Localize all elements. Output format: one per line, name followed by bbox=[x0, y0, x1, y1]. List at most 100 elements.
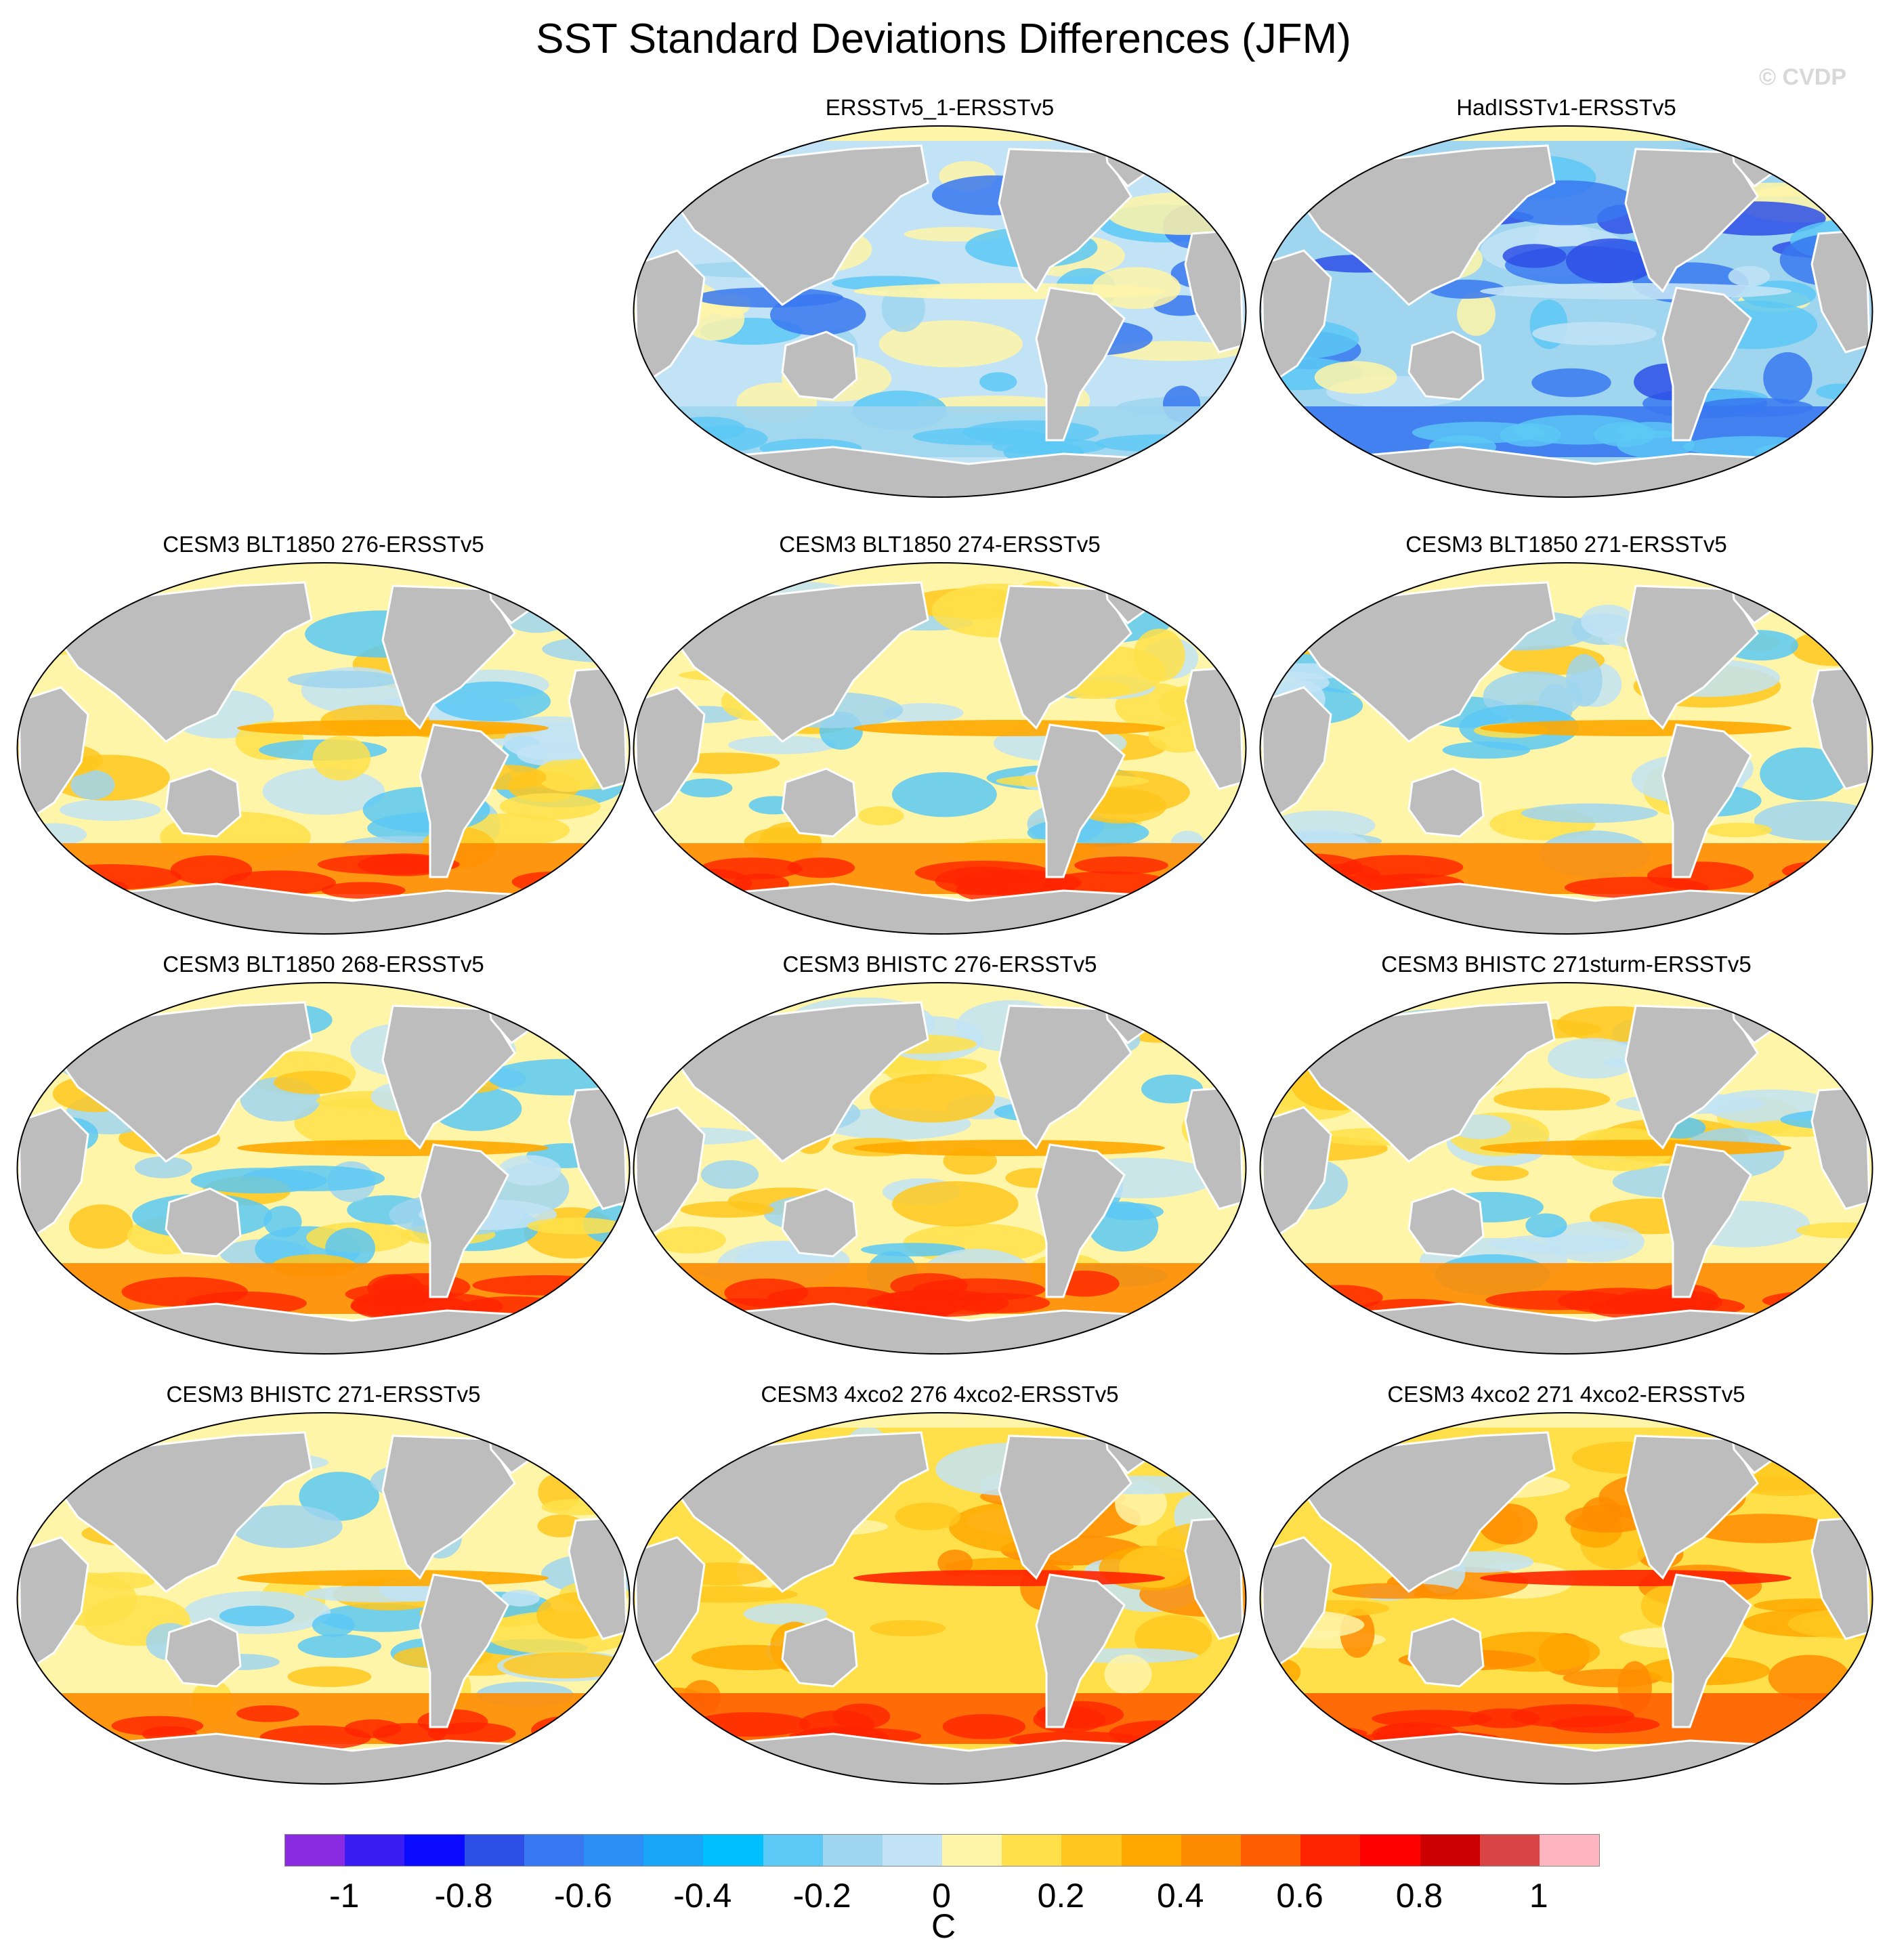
sst-anomaly-patch bbox=[1169, 163, 1235, 195]
sst-anomaly-patch bbox=[1796, 1008, 1858, 1057]
map-border bbox=[633, 562, 1247, 935]
equatorial-band bbox=[853, 1570, 1165, 1586]
sst-anomaly-patch bbox=[1565, 238, 1657, 284]
land-mass bbox=[381, 1004, 516, 1150]
arctic-region bbox=[17, 983, 630, 998]
land-mass bbox=[669, 581, 929, 743]
sst-anomaly-patch bbox=[1457, 292, 1496, 336]
colorbar-tick-label: 0 bbox=[932, 1877, 951, 1915]
equatorial-band bbox=[237, 1140, 549, 1156]
colorbar-tick-label: 1 bbox=[1529, 1877, 1548, 1915]
panel-title: CESM3 BHISTC 271sturm-ERSSTv5 bbox=[1381, 952, 1752, 977]
sst-anomaly-patch bbox=[231, 1505, 343, 1548]
sst-anomaly-patch bbox=[1728, 265, 1771, 287]
sst-anomaly-patch bbox=[727, 736, 836, 754]
land-mass bbox=[1407, 331, 1485, 401]
sst-anomaly-patch bbox=[472, 1275, 617, 1296]
colorbar-swatch bbox=[404, 1835, 465, 1866]
land-mass bbox=[419, 723, 509, 878]
colorbar-swatch bbox=[524, 1835, 584, 1866]
equatorial-band bbox=[1480, 283, 1791, 299]
arctic-region bbox=[1260, 983, 1873, 998]
sst-anomaly-patch bbox=[700, 1159, 759, 1189]
colorbar-swatch bbox=[1061, 1835, 1122, 1866]
arctic-region bbox=[17, 1413, 630, 1428]
colorbar-swatch bbox=[763, 1835, 823, 1866]
sst-anomaly-patch bbox=[525, 1732, 630, 1749]
sst-anomaly-patch bbox=[1806, 1455, 1873, 1478]
sst-anomaly-patch bbox=[499, 793, 601, 820]
sst-anomaly-patch bbox=[70, 770, 115, 800]
sst-anomaly-patch bbox=[262, 767, 385, 815]
panel-title: CESM3 4xco2 276 4xco2-ERSSTv5 bbox=[761, 1382, 1119, 1407]
land-mass bbox=[1661, 723, 1752, 878]
sst-anomaly-patch bbox=[1141, 1074, 1204, 1104]
sst-anomaly-patch bbox=[979, 372, 1017, 392]
sst-anomaly-patch bbox=[1760, 747, 1850, 801]
sst-anomaly-patch bbox=[891, 772, 997, 817]
map-border bbox=[633, 1412, 1247, 1785]
colorbar-swatch bbox=[1479, 1835, 1540, 1866]
sst-anomaly-patch bbox=[263, 1206, 302, 1238]
sst-anomaly-patch bbox=[498, 1155, 561, 1186]
map-border bbox=[16, 1412, 631, 1785]
sst-anomaly-patch bbox=[86, 1572, 156, 1590]
panel-title: CESM3 BLT1850 274-ERSSTv5 bbox=[779, 532, 1101, 557]
colorbar-swatch bbox=[464, 1835, 524, 1866]
map-panel: CESM3 BLT1850 271-ERSSTv5 bbox=[1256, 532, 1876, 938]
map-border bbox=[633, 125, 1247, 498]
sst-anomaly-patch bbox=[1705, 822, 1772, 838]
sst-anomaly-patch bbox=[1489, 1234, 1631, 1254]
sst-anomaly-patch bbox=[312, 1613, 355, 1637]
panel-title: ERSSTv5_1-ERSSTv5 bbox=[825, 95, 1055, 120]
sst-map bbox=[633, 562, 1247, 935]
arctic-region bbox=[17, 563, 630, 578]
land-mass bbox=[669, 144, 929, 306]
map-panel: CESM3 BHISTC 271sturm-ERSSTv5 bbox=[1256, 952, 1876, 1358]
sst-anomaly-patch bbox=[274, 1071, 352, 1094]
equatorial-band bbox=[237, 720, 549, 736]
land-mass bbox=[165, 1617, 242, 1688]
land-mass bbox=[1661, 1143, 1752, 1298]
sst-anomaly-patch bbox=[1565, 1504, 1653, 1533]
sst-anomaly-patch bbox=[883, 703, 964, 723]
land-mass bbox=[1295, 144, 1556, 306]
land-mass bbox=[1295, 1431, 1556, 1593]
land-mass bbox=[781, 1617, 858, 1688]
map-panel: ERSSTv5_1-ERSSTv5 bbox=[630, 95, 1250, 501]
map-border bbox=[1259, 1412, 1873, 1785]
sst-anomaly-patch bbox=[59, 798, 161, 821]
map-border bbox=[1259, 562, 1873, 935]
map-panel: CESM3 BLT1850 274-ERSSTv5 bbox=[630, 532, 1250, 938]
sst-anomaly-patch bbox=[531, 1716, 606, 1745]
colorbar-swatch bbox=[1241, 1835, 1301, 1866]
sst-anomaly-patch bbox=[679, 778, 733, 798]
sst-anomaly-patch bbox=[1565, 654, 1603, 707]
colorbar-swatch bbox=[703, 1835, 763, 1866]
sst-anomaly-patch bbox=[690, 1712, 811, 1737]
sst-anomaly-patch bbox=[503, 1652, 629, 1679]
sst-anomaly-patch bbox=[537, 758, 599, 792]
sst-anomaly-patch bbox=[299, 1472, 380, 1521]
land-mass bbox=[781, 767, 858, 838]
colorbar-swatch bbox=[1420, 1835, 1480, 1866]
watermark: © CVDP bbox=[1759, 64, 1846, 90]
land-mass bbox=[1624, 1434, 1759, 1580]
colorbar-swatch bbox=[822, 1835, 883, 1866]
arctic-region bbox=[1260, 126, 1873, 141]
land-mass bbox=[381, 584, 516, 730]
sst-anomaly-patch bbox=[433, 681, 551, 722]
sst-anomaly-patch bbox=[190, 1168, 327, 1194]
sst-anomaly-patch bbox=[1691, 1514, 1833, 1543]
land-mass bbox=[1035, 1143, 1126, 1298]
equatorial-band bbox=[237, 1570, 549, 1586]
land-mass bbox=[1035, 723, 1126, 878]
sst-anomaly-patch bbox=[1101, 1203, 1164, 1220]
colorbar-swatch bbox=[1360, 1835, 1420, 1866]
colorbar-swatch bbox=[1002, 1835, 1062, 1866]
arctic-region bbox=[633, 983, 1246, 998]
sst-anomaly-patch bbox=[949, 1293, 1051, 1313]
land-mass bbox=[1661, 1573, 1752, 1728]
sst-anomaly-patch bbox=[1763, 352, 1812, 404]
sst-anomaly-patch bbox=[892, 1181, 1019, 1227]
